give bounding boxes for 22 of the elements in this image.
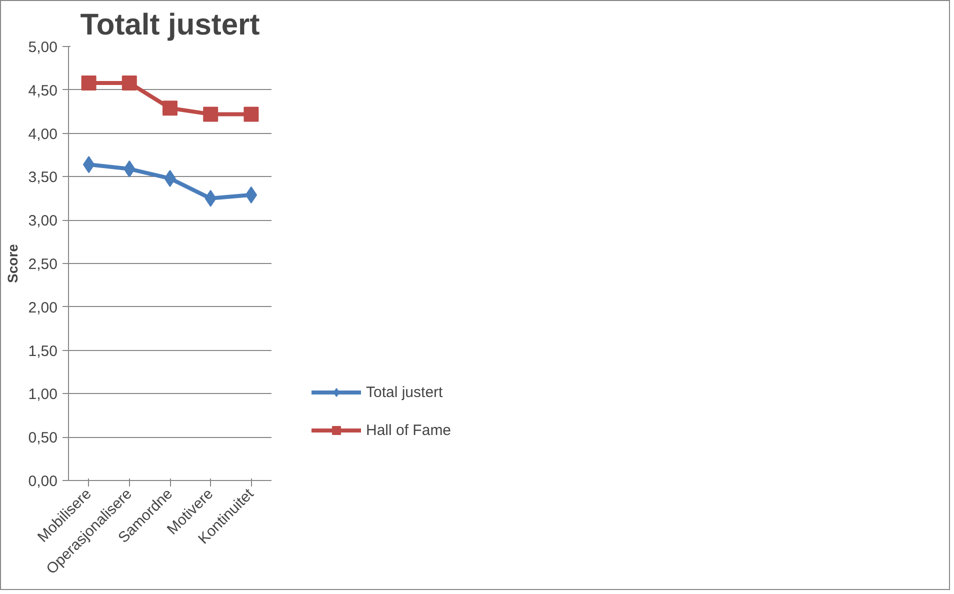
y-tick-label: 1,50: [28, 342, 58, 360]
y-axis-title: Score: [4, 244, 20, 283]
y-tick-label: 1,00: [28, 386, 58, 404]
point: [244, 106, 259, 122]
y-tick-label: 3,50: [28, 169, 58, 186]
legend-label: Total justert: [366, 384, 443, 400]
point: [162, 100, 178, 116]
y-tick-label: 4,50: [28, 82, 58, 100]
chart-title: Totalt justert: [80, 8, 260, 42]
point: [203, 106, 218, 122]
legend-label: Hall of Fame: [366, 422, 452, 438]
y-tick-label: 3,00: [28, 212, 58, 230]
point: [81, 75, 96, 90]
y-tick-label: 0,00: [28, 473, 58, 490]
y-tick-label: 4,00: [28, 126, 58, 143]
y-tick-label: 2,00: [28, 299, 58, 316]
y-tick-label: 5,00: [28, 39, 58, 56]
y-tick-label: 2,50: [28, 256, 58, 273]
point: [245, 186, 258, 204]
point: [82, 156, 95, 174]
y-tick-label: 0,50: [28, 430, 58, 447]
point: [122, 75, 137, 90]
